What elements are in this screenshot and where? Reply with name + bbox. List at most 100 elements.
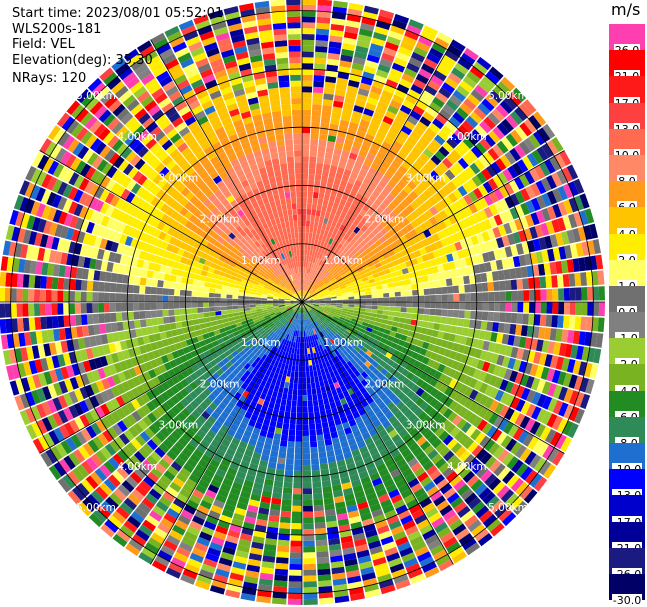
velocity-gate (333, 283, 340, 288)
velocity-gate (404, 30, 420, 41)
velocity-gate (326, 273, 333, 279)
velocity-gate (278, 386, 284, 394)
velocity-gate (427, 274, 435, 282)
velocity-gate (400, 307, 407, 313)
velocity-gate (33, 289, 41, 302)
velocity-gate (312, 104, 322, 111)
velocity-gate (584, 208, 595, 224)
velocity-gate (476, 56, 492, 71)
velocity-gate (354, 298, 361, 302)
velocity-gate (320, 116, 331, 124)
velocity-gate (392, 19, 408, 30)
velocity-gate (151, 317, 159, 326)
velocity-gate (139, 277, 147, 286)
velocity-gate (495, 158, 507, 171)
velocity-gate (330, 253, 337, 260)
velocity-gate (400, 145, 411, 156)
velocity-gate (457, 276, 465, 285)
velocity-gate (209, 311, 216, 317)
velocity-gate (464, 293, 471, 302)
velocity-gate (406, 307, 413, 313)
velocity-gate (314, 215, 320, 223)
velocity-gate (376, 309, 384, 315)
velocity-gate (463, 47, 479, 61)
velocity-gate (418, 192, 429, 203)
velocity-gate (462, 75, 477, 89)
velocity-gate (57, 303, 64, 315)
velocity-gate (356, 39, 371, 49)
velocity-gate (512, 162, 524, 176)
velocity-gate (302, 354, 306, 361)
velocity-gate (302, 459, 311, 466)
velocity-gate (518, 173, 530, 188)
velocity-gate (346, 243, 353, 250)
velocity-gate (335, 256, 341, 263)
velocity-gate (447, 72, 462, 85)
velocity-gate (294, 453, 302, 460)
velocity-gate (390, 160, 401, 170)
velocity-gate (308, 238, 312, 245)
velocity-gate (302, 284, 304, 291)
velocity-gate (290, 371, 295, 378)
velocity-gate (367, 231, 376, 240)
velocity-gate (306, 208, 312, 216)
velocity-gate (333, 263, 339, 269)
velocity-gate (496, 81, 512, 95)
velocity-gate (365, 294, 372, 299)
velocity-gate (453, 293, 460, 302)
velocity-gate (463, 98, 477, 111)
velocity-gate (343, 168, 352, 177)
velocity-gate (197, 307, 204, 313)
velocity-gate (435, 113, 448, 125)
velocity-gate (68, 303, 76, 315)
velocity-gate (312, 399, 319, 407)
velocity-gate (284, 475, 293, 483)
velocity-gate (509, 110, 523, 125)
velocity-gate (303, 494, 313, 501)
velocity-gate (430, 302, 437, 309)
velocity-gate (371, 309, 378, 314)
velocity-gate (316, 258, 321, 265)
velocity-gate (372, 272, 380, 279)
velocity-gate (435, 309, 442, 316)
velocity-gate (157, 317, 164, 325)
velocity-gate (447, 225, 457, 235)
velocity-gate (342, 275, 349, 281)
velocity-gate (371, 268, 379, 275)
velocity-gate (344, 250, 352, 257)
velocity-gate (57, 277, 65, 290)
velocity-gate (384, 184, 394, 193)
velocity-gate (559, 150, 572, 166)
velocity-gate (569, 287, 576, 301)
velocity-gate (305, 279, 308, 286)
velocity-gate (331, 220, 338, 228)
velocity-gate (156, 310, 163, 318)
velocity-gate (459, 302, 466, 310)
velocity-gate (345, 283, 352, 288)
velocity-gate (324, 294, 331, 298)
velocity-gate (302, 348, 305, 355)
velocity-gate (303, 534, 315, 541)
velocity-gate (92, 303, 99, 313)
velocity-gate (395, 296, 402, 302)
velocity-gate (407, 180, 417, 191)
velocity-gate (226, 302, 233, 306)
velocity-gate (237, 295, 245, 299)
velocity-gate (340, 238, 347, 246)
velocity-gate (192, 279, 200, 286)
velocity-gate (448, 203, 458, 214)
velocity-gate (168, 281, 176, 289)
velocity-gate (481, 231, 491, 242)
velocity-gate (312, 227, 318, 234)
velocity-gate (514, 125, 528, 140)
velocity-gate (285, 405, 292, 413)
velocity-gate (311, 203, 317, 210)
velocity-gate (386, 193, 396, 202)
velocity-gate (479, 242, 488, 253)
velocity-gate (516, 313, 524, 324)
velocity-gate (255, 297, 262, 300)
velocity-gate (428, 101, 442, 113)
velocity-gate (343, 233, 350, 241)
velocity-gate (365, 271, 373, 277)
velocity-gate (338, 268, 345, 275)
